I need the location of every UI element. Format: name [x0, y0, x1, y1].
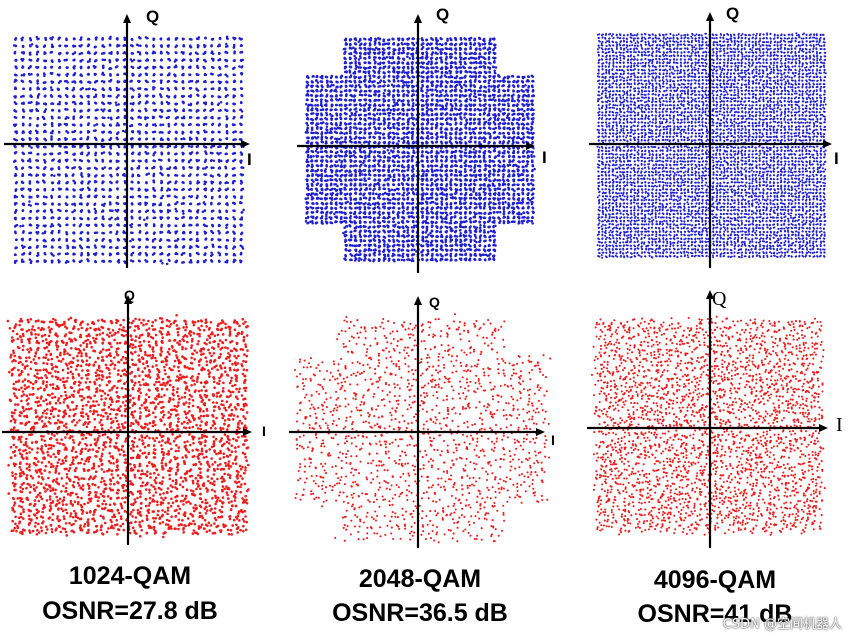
top-panel-2-i-axis-arrowhead: [526, 142, 535, 150]
ideal-symbol-points: [12, 35, 245, 266]
top-panel-2-q-axis-arrowhead: [414, 14, 422, 23]
constellation-ideal-2048-QAM: IQ: [297, 5, 547, 273]
received-symbol-points: [293, 313, 552, 544]
top-panel-3-q-axis-label: Q: [726, 4, 739, 23]
bottom-panel-1-q-axis-arrowhead: [124, 295, 132, 304]
bottom-panel-3-q-axis-arrowhead: [706, 290, 714, 299]
watermark: CSDN @空间机器人: [723, 613, 842, 632]
constellation-ideal-4096-QAM: IQ: [589, 4, 839, 268]
ideal-symbol-points: [304, 36, 536, 263]
top-panel-1-q-axis-arrowhead: [123, 14, 131, 23]
bottom-panel-2-q-axis-arrowhead: [414, 296, 422, 305]
caption-format-4096: 4096-QAM: [625, 566, 805, 595]
bottom-panel-1-q-axis-label: Q: [124, 287, 135, 303]
bottom-panel-1-i-axis-arrowhead: [243, 428, 252, 436]
bottom-panel-2-i-axis-label: I: [551, 432, 555, 448]
caption-osnr-2048: OSNR=36.5 dB: [310, 599, 530, 628]
top-panel-3-i-axis-arrowhead: [823, 140, 832, 148]
bottom-panel-3-i-axis-label: I: [836, 414, 843, 436]
top-panel-3-i-axis-label: I: [834, 149, 839, 168]
ideal-symbol-points: [596, 32, 827, 259]
bottom-panel-2-i-axis-arrowhead: [536, 428, 545, 436]
constellation-received-2048-QAM: IQ: [289, 294, 555, 548]
bottom-panel-3-q-axis-label: Q: [712, 288, 727, 310]
caption-osnr-1024: OSNR=27.8 dB: [20, 597, 240, 626]
bottom-panel-2-q-axis-label: Q: [429, 294, 440, 310]
received-symbol-points: [6, 314, 250, 539]
constellation-ideal-1024-QAM: IQ: [4, 7, 252, 268]
received-symbol-points: [590, 315, 826, 536]
top-panel-2-q-axis-label: Q: [436, 5, 449, 24]
caption-format-1024: 1024-QAM: [40, 562, 220, 591]
top-panel-1-q-axis-label: Q: [146, 7, 159, 26]
top-panel-1-i-axis-label: I: [247, 150, 252, 169]
top-panel-3-q-axis-arrowhead: [706, 12, 714, 21]
bottom-panel-1-i-axis-label: I: [262, 423, 266, 439]
top-panel-2-i-axis-label: I: [542, 148, 547, 167]
caption-format-2048: 2048-QAM: [330, 565, 510, 594]
caption-osnr-4096: OSNR=41 dB: [605, 600, 825, 629]
constellation-received-1024-QAM: IQ: [2, 287, 266, 545]
top-panel-1-i-axis-arrowhead: [241, 140, 250, 148]
constellation-received-4096-QAM: IQ: [587, 288, 843, 548]
bottom-panel-3-i-axis-arrowhead: [819, 424, 828, 432]
